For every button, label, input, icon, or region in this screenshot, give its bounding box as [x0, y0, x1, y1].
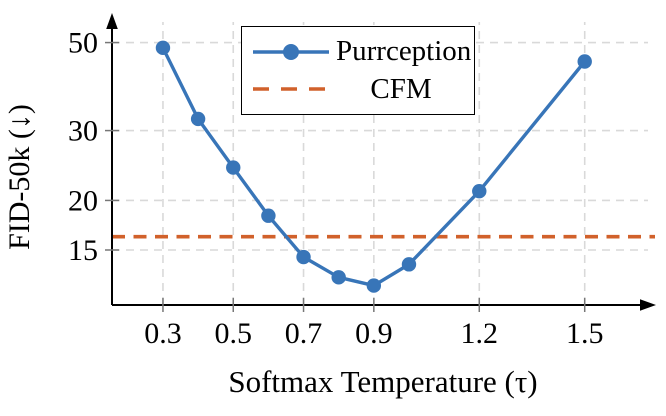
data-point	[261, 208, 276, 223]
data-point	[366, 278, 382, 293]
data-point	[401, 257, 417, 272]
legend-label-cfm: CFM	[370, 72, 432, 105]
data-point	[155, 40, 171, 56]
y-axis-label: FID-50k (↓)	[3, 104, 36, 250]
x-tick-label: 0.5	[215, 317, 253, 350]
x-tick-label: 0.3	[144, 317, 182, 350]
purrception-line	[161, 47, 587, 288]
y-axis-arrow	[106, 13, 118, 29]
y-tick-label: 50	[68, 27, 98, 60]
data-point	[226, 160, 241, 175]
y-tick-label: 15	[68, 234, 98, 267]
legend-item-cfm: CFM	[251, 72, 466, 105]
x-axis-arrow	[640, 299, 656, 311]
x-tick-label: 1.2	[461, 317, 499, 350]
y-tick-label: 30	[68, 115, 98, 148]
legend: Purrception CFM	[241, 26, 475, 115]
x-axis-label: Softmax Temperature (τ)	[228, 364, 538, 399]
data-point	[296, 249, 311, 265]
y-tick-label: 20	[68, 184, 98, 217]
x-tick-label: 0.7	[285, 317, 323, 350]
x-tick-label: 0.9	[355, 317, 393, 350]
legend-item-purrception: Purrception	[251, 37, 471, 66]
data-point	[190, 111, 206, 127]
legend-label-purrception: Purrception	[336, 35, 472, 68]
data-point	[577, 54, 592, 69]
cfm-line-swatch	[253, 87, 329, 91]
data-point	[331, 270, 346, 285]
data-point	[472, 184, 487, 199]
x-tick-label: 1.5	[566, 317, 604, 350]
purrception-line-swatch	[253, 43, 329, 60]
